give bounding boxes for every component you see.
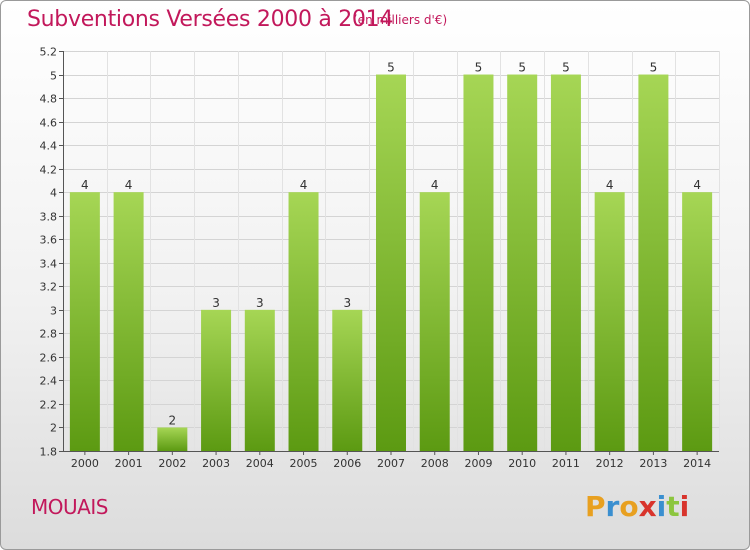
data-label: 3 [256, 296, 264, 310]
x-tick-label: 2007 [377, 457, 405, 470]
x-tick-label: 2013 [639, 457, 667, 470]
y-tick-label: 1.8 [40, 446, 58, 459]
bar [682, 192, 713, 452]
bar [376, 74, 406, 451]
logo-letter: o [619, 490, 639, 523]
logo-letter: P [585, 490, 606, 523]
bar [507, 74, 538, 451]
proxiti-logo[interactable]: Proxiti [585, 490, 689, 523]
bar [113, 192, 144, 452]
data-label: 4 [300, 178, 308, 192]
data-label: 5 [650, 61, 658, 75]
y-tick-label: 4.2 [40, 164, 58, 177]
y-tick-label: 2.6 [40, 352, 58, 365]
y-tick-label: 3.2 [40, 281, 58, 294]
data-label: 4 [431, 178, 439, 192]
bar [463, 74, 494, 451]
logo-letter: i [679, 490, 690, 523]
x-tick-label: 2006 [333, 457, 361, 470]
data-label: 5 [518, 61, 526, 75]
data-label: 5 [387, 61, 395, 75]
x-tick-label: 2008 [421, 457, 449, 470]
data-label: 4 [81, 178, 89, 192]
y-tick-label: 5 [50, 70, 57, 83]
y-tick-label: 3.8 [40, 211, 58, 224]
y-tick-label: 4.6 [40, 117, 58, 130]
data-label: 2 [169, 413, 177, 427]
data-label: 4 [606, 178, 614, 192]
y-tick-label: 3.6 [40, 234, 58, 247]
data-label: 5 [475, 61, 483, 75]
logo-letter: t [666, 490, 680, 523]
y-tick-label: 4.4 [40, 140, 58, 153]
chart-title: Subventions Versées 2000 à 2014 [27, 7, 394, 32]
bar [201, 309, 232, 451]
data-label: 3 [343, 296, 351, 310]
x-tick-label: 2011 [552, 457, 580, 470]
y-tick-label: 2.8 [40, 328, 58, 341]
x-tick-label: 2001 [115, 457, 143, 470]
bar [550, 74, 581, 451]
x-tick-label: 2010 [508, 457, 536, 470]
x-tick-label: 2004 [246, 457, 274, 470]
bar [594, 192, 625, 452]
y-tick-label: 3 [50, 305, 57, 318]
logo-letter: r [605, 490, 620, 523]
bars [69, 74, 713, 452]
x-tick-label: 2005 [290, 457, 318, 470]
labels: 1.8 2 2.2 2.4 2.6 2.8 3 3.2 3.4 3.6 3.8 4 4.2 4.4 4.6 4… [40, 46, 712, 471]
data-label: 3 [212, 296, 220, 310]
data-label: 5 [562, 61, 570, 75]
y-tick-label: 2.2 [40, 399, 58, 412]
y-tick-label: 5.2 [40, 46, 58, 59]
axes [59, 51, 719, 455]
y-tick-label: 4 [50, 187, 57, 200]
x-tick-label: 2012 [596, 457, 624, 470]
data-label: 4 [693, 178, 701, 192]
x-tick-label: 2000 [71, 457, 99, 470]
data-label: 4 [125, 178, 133, 192]
y-tick-label: 4.8 [40, 93, 58, 106]
x-tick-label: 2002 [158, 457, 186, 470]
x-tick-label: 2003 [202, 457, 230, 470]
x-tick-label: 2009 [464, 457, 492, 470]
y-tick-label: 3.4 [40, 258, 58, 271]
bar [638, 74, 669, 451]
bar [69, 192, 100, 452]
chart-subtitle: (en milliers d'€) [353, 13, 448, 27]
x-tick-label: 2014 [683, 457, 711, 470]
y-tick-label: 2.4 [40, 375, 58, 388]
bar [419, 192, 450, 452]
bar [288, 192, 319, 452]
bar [332, 309, 363, 451]
bar [244, 309, 275, 451]
logo-letter: x [638, 490, 657, 523]
logo-letter: i [656, 490, 667, 523]
y-tick-label: 2 [50, 422, 57, 435]
bar [157, 427, 188, 451]
commune-name: MOUAIS [31, 495, 108, 519]
